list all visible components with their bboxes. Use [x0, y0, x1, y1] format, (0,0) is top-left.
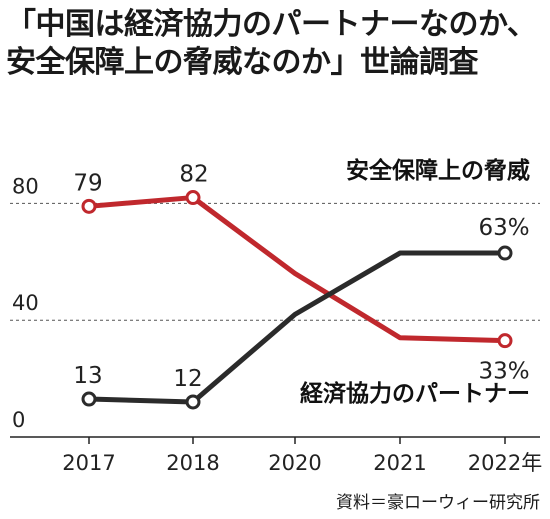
series-label-threat: 安全保障上の脅威	[346, 157, 530, 184]
x-tick-label: 2017	[62, 451, 115, 475]
y-tick-label: 40	[12, 291, 39, 315]
y-tick-label: 0	[12, 408, 25, 432]
y-tick-label: 80	[12, 174, 39, 198]
title-line-2: 安全保障上の脅威なのか」世論調査	[6, 45, 479, 80]
data-point-threat	[185, 190, 201, 206]
data-label-partner: 63%	[478, 215, 529, 241]
data-label-threat: 33%	[478, 359, 529, 385]
x-tick-label: 2018	[166, 451, 219, 475]
series-label-partner: 経済協力のパートナー	[300, 380, 530, 407]
data-label-partner: 13	[73, 363, 102, 389]
series-line-threat	[86, 195, 508, 344]
data-point-threat	[497, 333, 513, 349]
data-point-partner	[81, 391, 97, 407]
data-point-partner	[185, 394, 201, 410]
x-tick-label: 2022年	[468, 451, 542, 475]
x-tick-label: 2020	[268, 451, 321, 475]
chart-title: 「中国は経済協力のパートナーなのか、 安全保障上の脅威なのか」世論調査	[6, 6, 546, 82]
data-label-partner: 12	[173, 366, 202, 392]
data-label-threat: 82	[179, 162, 208, 188]
title-line-1: 「中国は経済協力のパートナーなのか、	[6, 7, 537, 42]
data-label-threat: 79	[73, 170, 102, 196]
source-note: 資料＝豪ローウィー研究所	[336, 493, 540, 513]
series-line-partner	[86, 250, 508, 405]
data-point-threat	[81, 198, 97, 214]
x-tick-label: 2021	[373, 451, 426, 475]
data-point-partner	[497, 245, 513, 261]
